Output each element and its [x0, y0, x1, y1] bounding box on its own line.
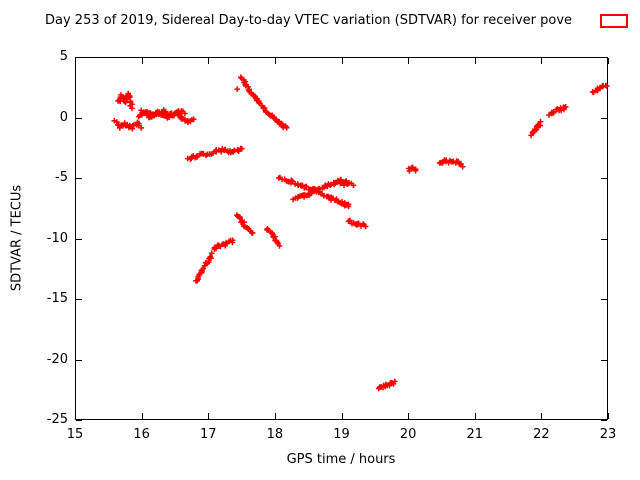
x-tick-label: 17	[199, 427, 217, 442]
x-tick-label: 20	[399, 427, 417, 442]
x-axis-label: GPS time / hours	[286, 452, 396, 467]
plot-area	[75, 57, 610, 421]
scatter-plus-markers	[111, 74, 610, 392]
y-axis-label: SDTVAR / TECUs	[9, 184, 25, 292]
x-tick-label: 21	[466, 427, 484, 442]
axis-tick-marks	[75, 57, 609, 421]
x-tick-label: 16	[133, 427, 150, 442]
x-tick-label: 23	[599, 427, 617, 442]
y-tick-label: -5	[55, 170, 68, 185]
legend-key-box	[600, 14, 628, 28]
x-tick-label: 22	[533, 427, 550, 442]
y-tick-label: -25	[46, 412, 68, 427]
y-tick-label: 5	[59, 49, 68, 64]
plot-border	[75, 57, 608, 420]
x-tick-label: 19	[333, 427, 350, 442]
y-tick-label: -10	[46, 230, 68, 246]
chart-title: Day 253 of 2019, Sidereal Day-to-day VTE…	[45, 13, 573, 28]
y-tick-label: -15	[46, 291, 68, 306]
y-tick-label: -20	[46, 351, 68, 367]
y-tick-label: 0	[59, 109, 68, 125]
x-tick-label: 15	[66, 427, 84, 442]
x-tick-label: 18	[266, 427, 284, 442]
